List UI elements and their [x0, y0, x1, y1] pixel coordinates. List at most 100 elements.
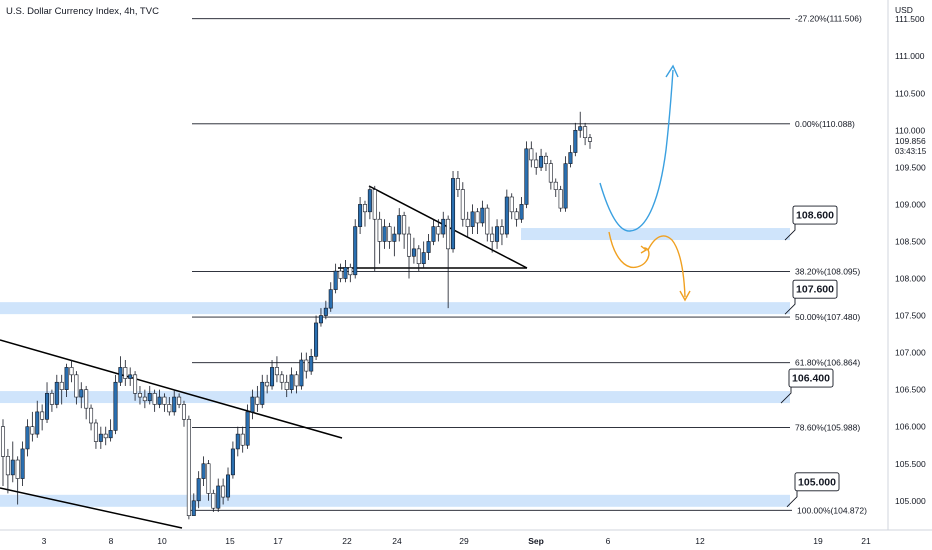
- descending-channel-lower-line: [0, 487, 183, 529]
- fib-level-label: 38.20%(108.095): [795, 266, 860, 276]
- last-price-label: 109.856: [895, 136, 926, 146]
- candle-body: [284, 381, 289, 390]
- candle-body: [172, 396, 177, 413]
- candle-body: [128, 374, 133, 379]
- price-tick-label: 108.500: [895, 236, 926, 246]
- candle-body: [358, 204, 363, 227]
- candle-body: [382, 226, 387, 242]
- candle-body: [5, 456, 10, 476]
- candle-body: [314, 322, 319, 357]
- candle-body: [519, 204, 524, 220]
- candle-body: [20, 448, 25, 479]
- candle-body: [304, 359, 309, 372]
- price-tick-label: 105.500: [895, 459, 926, 469]
- candle-body: [421, 252, 426, 264]
- candle-body: [279, 374, 284, 383]
- candle-body: [240, 433, 245, 446]
- currency-label: USD: [895, 5, 913, 15]
- candle-body: [10, 459, 15, 476]
- candle-body: [490, 233, 495, 242]
- fib-level-label: 0.00%(110.088): [795, 119, 855, 129]
- candle-body: [426, 241, 431, 253]
- zone-label-text: 107.600: [796, 284, 834, 296]
- price-tick-label: 111.000: [895, 51, 925, 61]
- candle-body: [377, 218, 382, 242]
- candle-body: [294, 374, 299, 387]
- candle-body: [362, 204, 367, 213]
- fib-level-label: 50.00%(107.480): [795, 312, 860, 322]
- candle-body: [226, 474, 231, 498]
- candle-body: [514, 211, 519, 220]
- candle-body: [103, 433, 108, 439]
- candle-body: [40, 411, 45, 420]
- candle-body: [480, 207, 485, 224]
- price-tick-label: 106.500: [895, 385, 926, 395]
- candle-body: [133, 374, 138, 394]
- zone-band: [0, 494, 790, 507]
- time-tick-label: 29: [459, 536, 469, 546]
- price-tick-label: 108.000: [895, 274, 926, 284]
- candle-body: [79, 389, 84, 398]
- candle-body: [69, 367, 74, 376]
- projected-bullish-arrowhead: [665, 64, 679, 78]
- candle-body: [270, 367, 275, 387]
- candle-body: [495, 226, 500, 242]
- candle-body: [343, 267, 348, 279]
- candle-body: [147, 393, 152, 402]
- candle-body: [411, 248, 416, 257]
- price-tick-label: 109.500: [895, 162, 926, 172]
- price-tick-label: 109.000: [895, 199, 926, 209]
- candle-body: [392, 233, 397, 242]
- zone-label-box: [792, 279, 838, 299]
- candle-body: [74, 374, 79, 398]
- zone-label-box: [792, 205, 838, 225]
- candle-body: [211, 493, 216, 509]
- candle-body: [543, 155, 548, 164]
- candle-body: [402, 215, 407, 235]
- zone-band: [0, 391, 790, 404]
- time-tick-label: Sep: [528, 536, 544, 546]
- candle-body: [157, 396, 162, 405]
- candle-body: [49, 393, 54, 405]
- candle-body: [186, 418, 191, 516]
- candle-body: [309, 356, 314, 372]
- candle-body: [64, 367, 69, 390]
- candle-body: [558, 189, 563, 209]
- fib-level-label: 61.80%(106.864): [795, 358, 860, 368]
- projected-bearish-arrowhead-2: [679, 290, 691, 302]
- candle-body: [35, 411, 40, 435]
- time-tick-label: 21: [861, 536, 871, 546]
- candle-body: [455, 178, 460, 190]
- candle-body: [123, 367, 128, 379]
- price-tick-label: 110.500: [895, 88, 925, 98]
- candle-body: [289, 374, 294, 390]
- candle-body: [59, 381, 64, 390]
- candle-body: [451, 178, 456, 250]
- candle-body: [265, 381, 270, 387]
- price-tick-label: 110.000: [895, 125, 925, 135]
- candle-body: [348, 267, 353, 276]
- candle-body: [587, 137, 593, 142]
- zone-band: [0, 302, 790, 315]
- candle-body: [387, 226, 392, 242]
- candle-body: [578, 126, 583, 131]
- zone-label-text: 106.400: [792, 373, 830, 385]
- zone-band: [521, 228, 790, 241]
- candle-body: [191, 500, 196, 516]
- time-tick-label: 8: [109, 536, 114, 546]
- time-tick-label: 3: [42, 536, 47, 546]
- candle-body: [98, 433, 103, 442]
- candle-body: [338, 270, 343, 279]
- candle-body: [465, 218, 470, 227]
- candle-body: [323, 307, 328, 316]
- candle-body: [260, 381, 265, 405]
- candle-body: [15, 459, 20, 479]
- candle-body: [216, 485, 221, 509]
- candle-body: [118, 367, 123, 383]
- candle-body: [563, 163, 568, 209]
- candle-body: [509, 196, 514, 213]
- candle-body: [167, 404, 172, 413]
- candle-body: [470, 211, 475, 227]
- candle-body: [416, 248, 421, 264]
